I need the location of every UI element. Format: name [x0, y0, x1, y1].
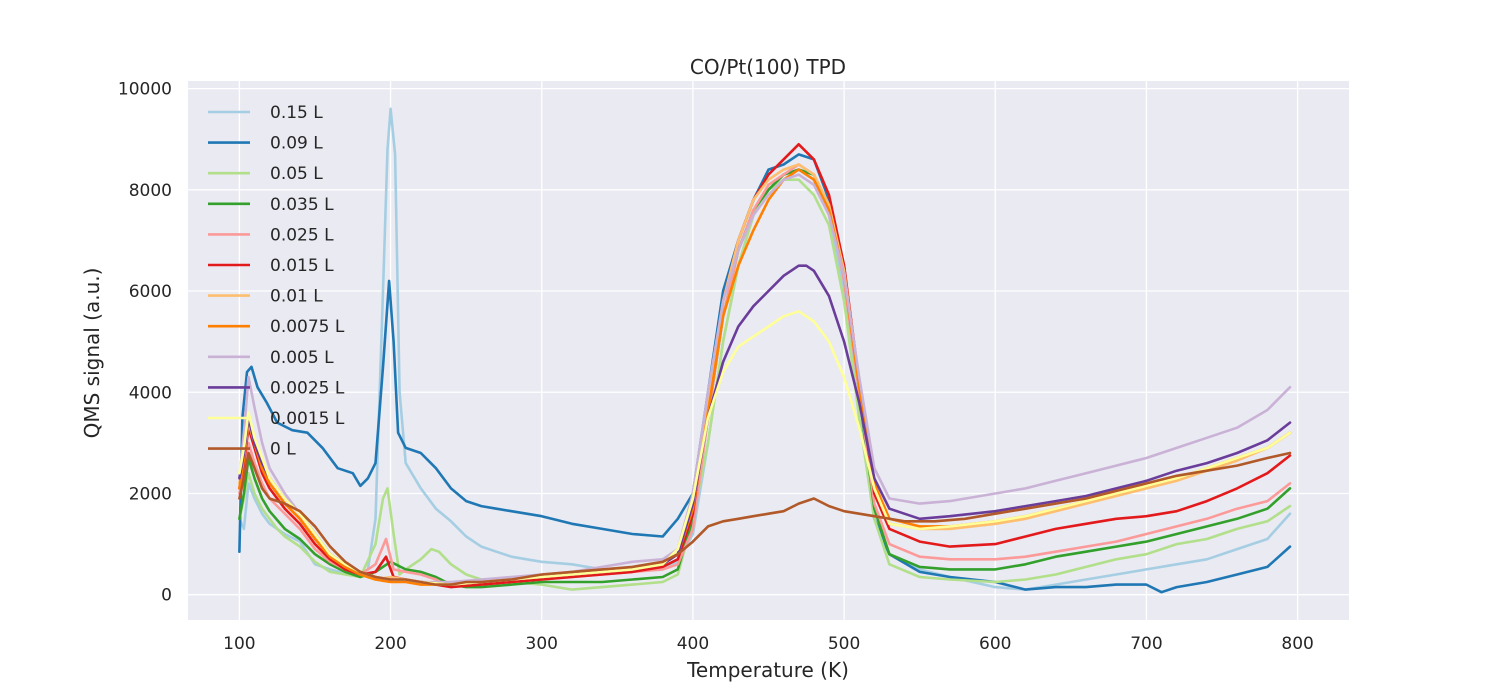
- legend-label: 0.0075 L: [270, 317, 345, 337]
- legend-label: 0.0015 L: [270, 409, 345, 429]
- y-tick-label: 0: [161, 586, 172, 606]
- x-tick-label: 800: [1281, 634, 1313, 654]
- y-tick-label: 10000: [118, 80, 172, 100]
- legend-label: 0.05 L: [270, 164, 323, 184]
- x-tick-label: 500: [828, 634, 860, 654]
- x-tick-label: 400: [677, 634, 709, 654]
- legend-label: 0.035 L: [270, 195, 334, 215]
- x-tick-label: 700: [1130, 634, 1162, 654]
- x-tick-label: 300: [526, 634, 558, 654]
- x-tick-label: 100: [223, 634, 255, 654]
- chart-title: CO/Pt(100) TPD: [690, 55, 846, 79]
- series-line: [238, 143, 1292, 589]
- legend: 0.15 L 0.09 L 0.05 L 0.035 L 0.025 L 0.015 L 0…: [208, 103, 345, 460]
- legend-label: 0.15 L: [270, 103, 323, 123]
- x-tick-label: 200: [374, 634, 406, 654]
- y-tick-label: 6000: [129, 282, 172, 302]
- legend-label: 0.01 L: [270, 287, 323, 307]
- x-axis-label: Temperature (K): [686, 658, 849, 682]
- series-line: [238, 107, 1292, 591]
- series-line: [238, 310, 1292, 586]
- legend-label: 0.0025 L: [270, 378, 345, 398]
- series-line: [238, 163, 1292, 589]
- y-tick-label: 4000: [129, 383, 172, 403]
- series-line: [238, 451, 1292, 586]
- series-line: [238, 153, 1292, 594]
- legend-label: 0.015 L: [270, 256, 334, 276]
- legend-label: 0 L: [270, 440, 296, 460]
- plot-background: [188, 81, 1349, 620]
- y-axis-label: QMS signal (a.u.): [80, 268, 104, 439]
- series-lines: [238, 107, 1292, 594]
- series-line: [238, 178, 1292, 591]
- y-tick-label: 8000: [129, 181, 172, 201]
- legend-label: 0.09 L: [270, 134, 323, 154]
- y-tick-label: 2000: [129, 484, 172, 504]
- x-tick-label: 600: [979, 634, 1011, 654]
- y-tick-labels: 0 2000 4000 6000 8000 10000: [118, 80, 172, 606]
- x-tick-labels: 100 200 300 400 500 600 700 800: [223, 634, 1314, 654]
- legend-label: 0.025 L: [270, 225, 334, 245]
- legend-label: 0.005 L: [270, 348, 334, 368]
